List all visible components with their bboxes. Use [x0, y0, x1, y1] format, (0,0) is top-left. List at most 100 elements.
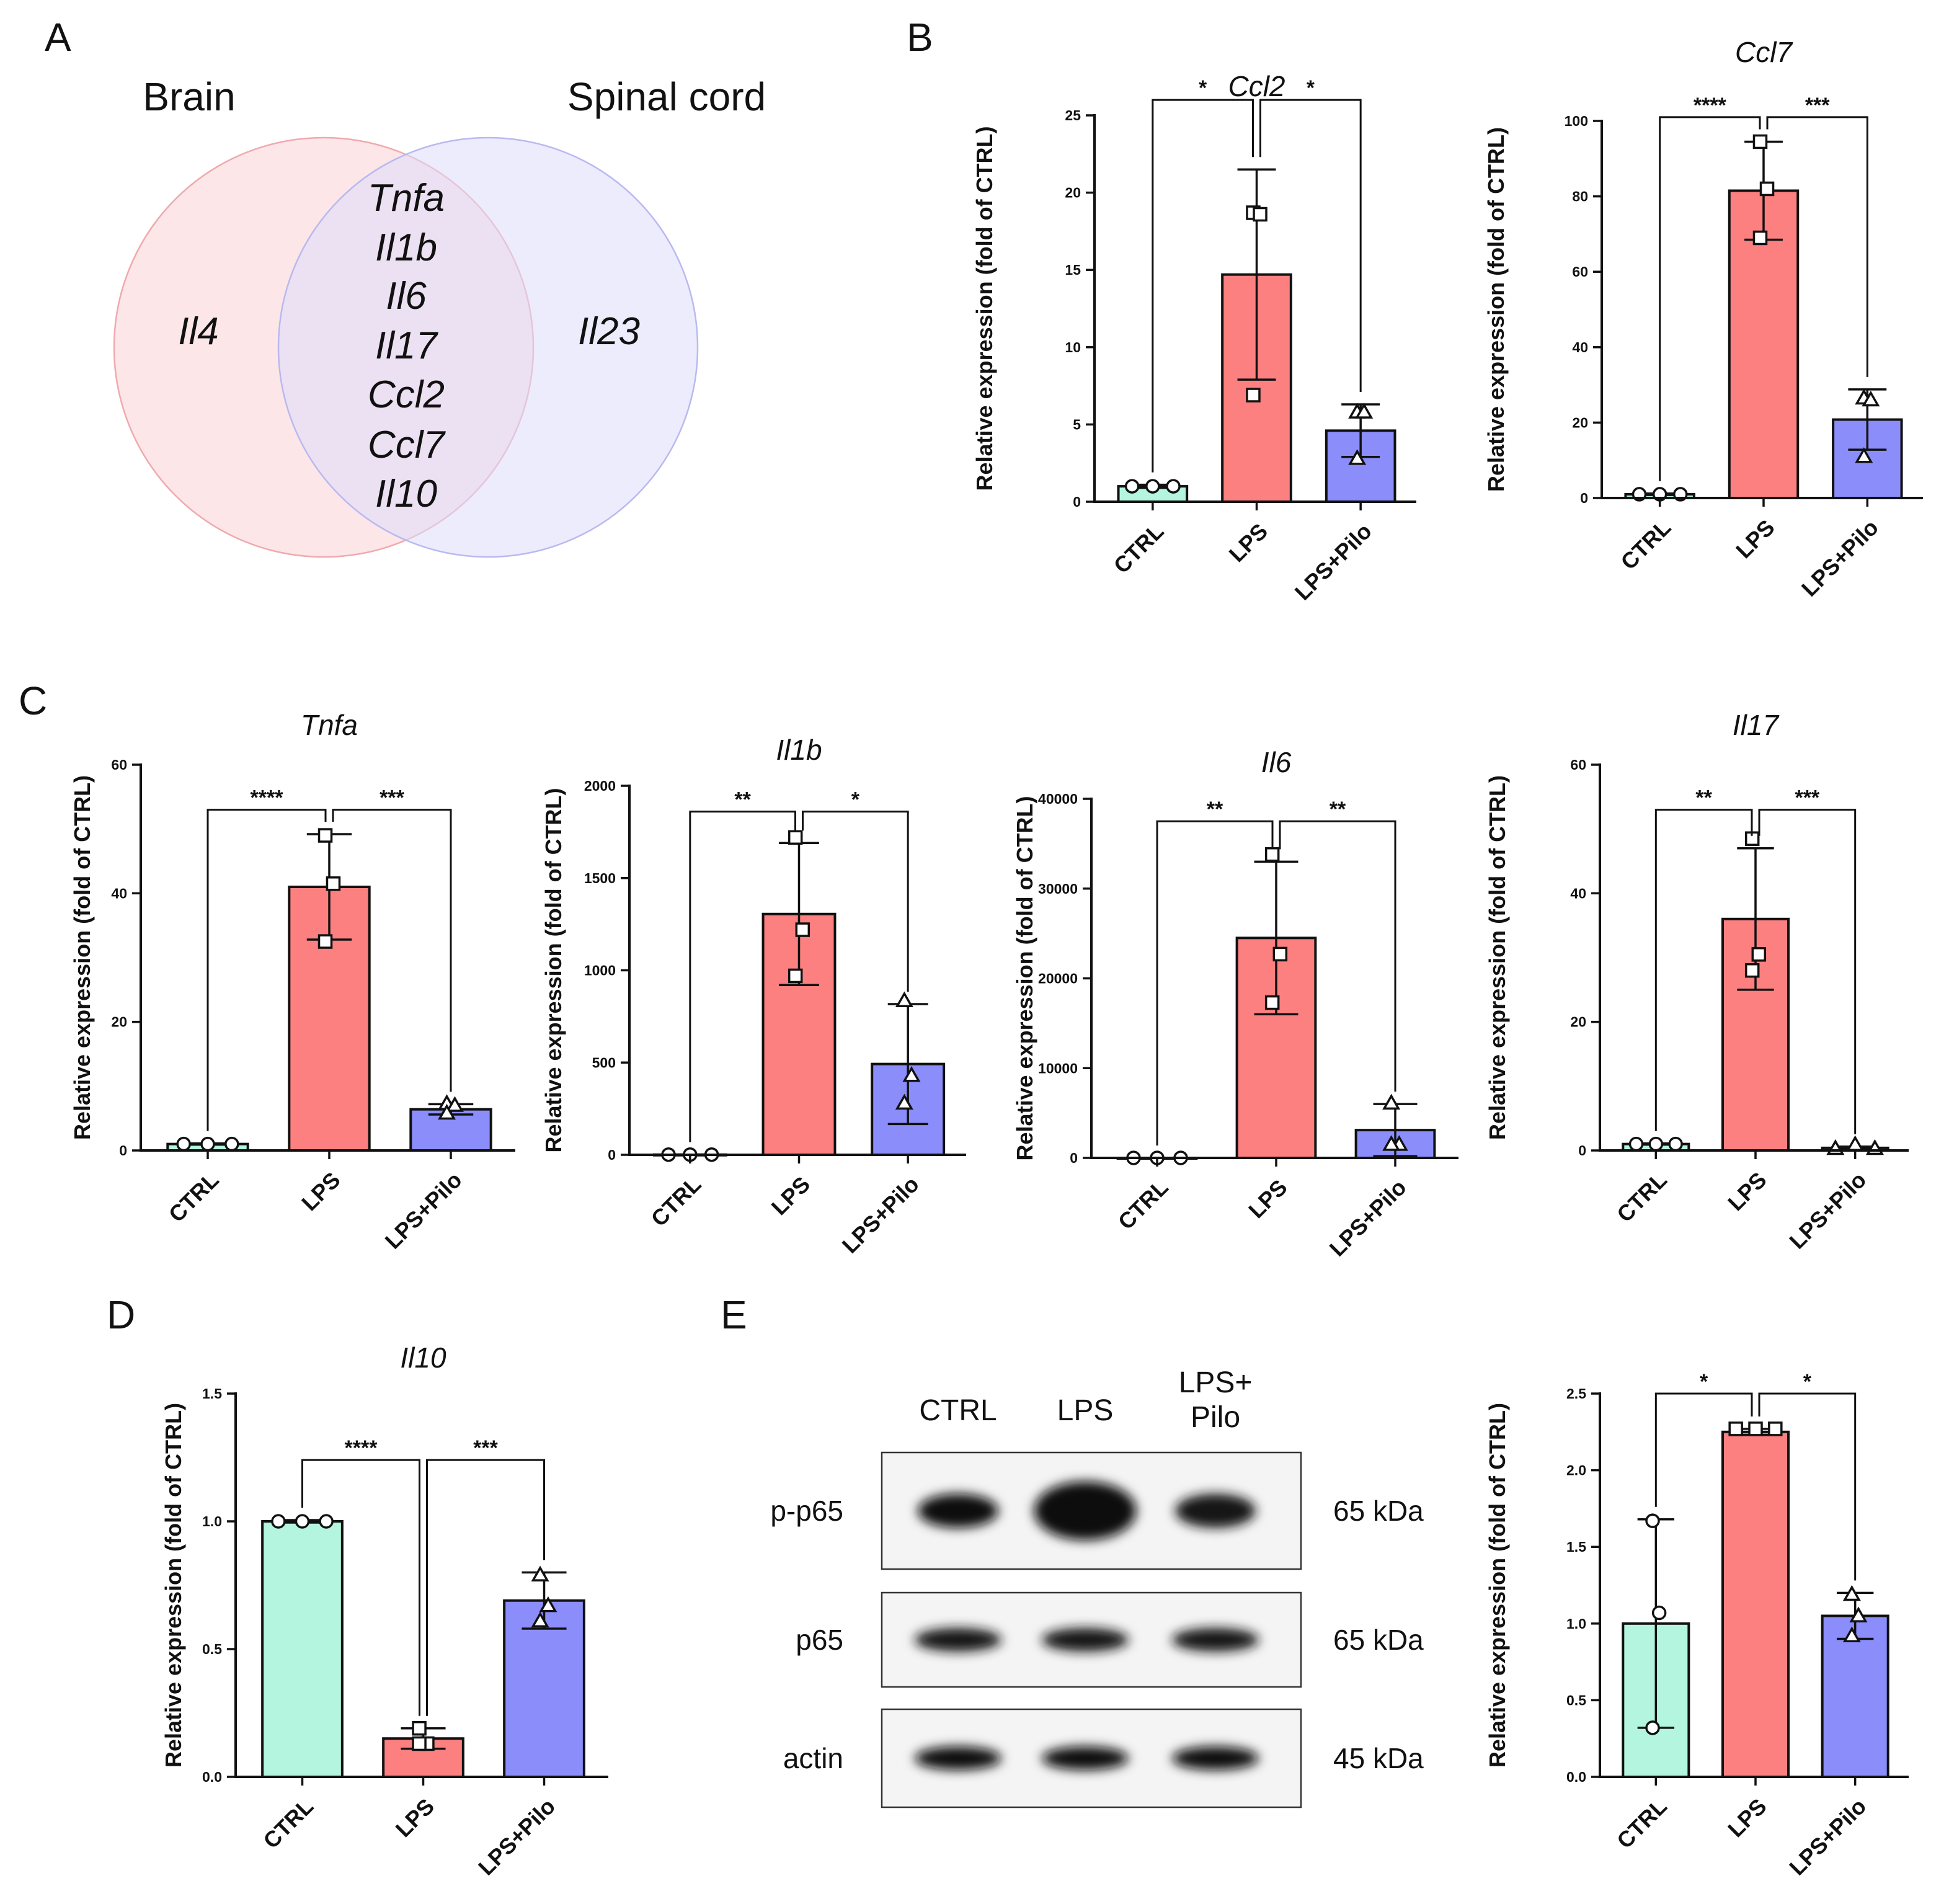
y-tick-label: 0.0: [1566, 1769, 1586, 1785]
y-tick-label: 5: [1073, 416, 1081, 432]
venn-shared-gene: Ccl7: [368, 424, 446, 466]
bar-lps: [1721, 1430, 1790, 1779]
x-tick-label: LPS: [1723, 1167, 1771, 1216]
y-tick-label: 0: [1578, 1142, 1586, 1159]
y-tick-label: 40: [1570, 885, 1586, 901]
data-point-square: [1744, 963, 1760, 978]
panel-label-e: E: [721, 1292, 747, 1337]
x-tick-label: LPS: [296, 1167, 345, 1216]
data-point-triangle: [531, 1611, 549, 1628]
x-tick-label: LPS+Pilo: [1325, 1175, 1411, 1261]
blot-column-label: CTRL: [919, 1394, 997, 1427]
x-tick-label: CTRL: [164, 1167, 224, 1227]
significance-bracket: [206, 809, 327, 1131]
data-point-triangle: [1855, 447, 1873, 463]
y-tick-label: 40: [1572, 339, 1588, 355]
data-point-triangle: [1355, 403, 1374, 419]
y-tick-label: 30000: [1038, 881, 1078, 897]
significance-bracket: [426, 1459, 545, 1716]
venn-right-gene: Il23: [578, 310, 640, 353]
y-tick-label: 2.5: [1566, 1386, 1586, 1402]
blot-kda-label: 65 kDa: [1333, 1495, 1424, 1527]
x-tick-label: CTRL: [1113, 1175, 1173, 1235]
y-tick-label: 1500: [584, 870, 616, 886]
data-point-circle: [271, 1514, 286, 1529]
venn-shared-gene: Il6: [386, 275, 427, 318]
chart-il6: Il6 Relative expression (fold of CTRL) 0 10…: [1012, 746, 1458, 1261]
significance-label: *: [1803, 1370, 1812, 1394]
significance-bracket: [1279, 820, 1396, 1092]
x-tick-label: LPS+Pilo: [1796, 515, 1883, 602]
data-point-triangle: [1846, 1135, 1865, 1152]
data-point-square: [788, 830, 803, 845]
significance-bracket: [1659, 116, 1761, 481]
y-tick-label: 60: [1572, 264, 1588, 280]
data-point-square: [1752, 230, 1768, 246]
data-point-triangle: [1382, 1093, 1401, 1110]
data-point-triangle: [1862, 390, 1880, 407]
chart-title: Il1b: [776, 734, 822, 766]
y-tick-label: 1.5: [202, 1386, 222, 1402]
venn-left-gene: Il4: [178, 310, 218, 353]
significance-label: *: [1307, 76, 1315, 100]
data-point-square: [1768, 1421, 1783, 1436]
y-tick-label: 0: [119, 1142, 127, 1159]
data-point-circle: [200, 1136, 215, 1152]
significance-label: ****: [1694, 94, 1727, 117]
venn-shared-gene: Ccl2: [368, 373, 445, 416]
data-point-triangle: [902, 1066, 921, 1082]
venn-label-spinal-cord: Spinal cord: [567, 74, 766, 119]
y-tick-label: 25: [1065, 107, 1081, 123]
significance-bracket: [1654, 809, 1753, 1131]
y-axis-label: Relative expression (fold of CTRL): [69, 775, 95, 1140]
data-point-square: [1253, 207, 1268, 222]
significance-label: ****: [345, 1436, 378, 1460]
data-point-square: [412, 1720, 427, 1736]
data-point-circle: [1668, 1136, 1683, 1152]
venn-shared-genes: Tnfa Il1b Il6 Il17 Ccl2 Ccl7 Il10: [368, 177, 446, 515]
bar-lps-pilo: [1821, 1614, 1889, 1778]
chart-blot-quantification: Relative expression (fold of CTRL) 0.0 0.5…: [1485, 1370, 1909, 1880]
x-tick-label: LPS: [766, 1172, 815, 1220]
blot-row-label: actin: [783, 1742, 843, 1774]
blot-band: [915, 1628, 1001, 1652]
data-point-circle: [1628, 1136, 1644, 1152]
significance-label: **: [1330, 798, 1346, 821]
x-tick-label: LPS: [391, 1794, 439, 1842]
western-blot: CTRL LPS LPS+Pilo p-p65 65 kDa p65 65 kDa actin…: [770, 1366, 1424, 1808]
data-point-square: [317, 828, 333, 843]
x-tick-label: LPS: [1243, 1175, 1292, 1223]
data-point-circle: [224, 1136, 239, 1152]
x-tick-label: LPS: [1723, 1794, 1771, 1842]
data-point-circle: [1124, 479, 1140, 494]
chart-il1b: Il1b Relative expression (fold of CTRL) 0 5…: [541, 734, 966, 1258]
data-point-square: [317, 934, 333, 949]
x-tick-label: LPS: [1731, 515, 1779, 563]
blot-band: [1042, 1628, 1129, 1652]
significance-bracket: [1152, 99, 1254, 473]
data-point-circle: [1645, 1513, 1660, 1528]
y-tick-label: 100: [1565, 113, 1588, 129]
panel-label-b: B: [907, 15, 933, 60]
data-point-circle: [319, 1514, 334, 1529]
data-point-square: [795, 922, 810, 937]
y-tick-label: 60: [1570, 757, 1586, 773]
bar-lps-pilo: [503, 1599, 585, 1778]
data-point-circle: [1166, 479, 1181, 494]
panel-label-c: C: [19, 678, 47, 723]
data-point-circle: [1651, 1605, 1667, 1621]
y-tick-label: 0.0: [202, 1769, 222, 1785]
data-point-triangle: [1842, 1585, 1861, 1601]
data-point-triangle: [438, 1103, 456, 1120]
blot-row-label: p65: [796, 1624, 843, 1656]
y-tick-label: 1000: [584, 963, 616, 979]
blot-band: [1042, 1746, 1129, 1770]
significance-label: *: [1199, 76, 1207, 100]
data-point-square: [1752, 134, 1768, 149]
y-tick-label: 40000: [1038, 791, 1078, 807]
data-point-triangle: [895, 1093, 913, 1110]
venn-shared-gene: Tnfa: [368, 177, 445, 220]
chart-tnfa: Tnfa Relative expression (fold of CTRL) 0 2…: [69, 709, 515, 1254]
blot-kda-label: 45 kDa: [1333, 1742, 1424, 1774]
y-tick-label: 0.5: [202, 1641, 222, 1657]
